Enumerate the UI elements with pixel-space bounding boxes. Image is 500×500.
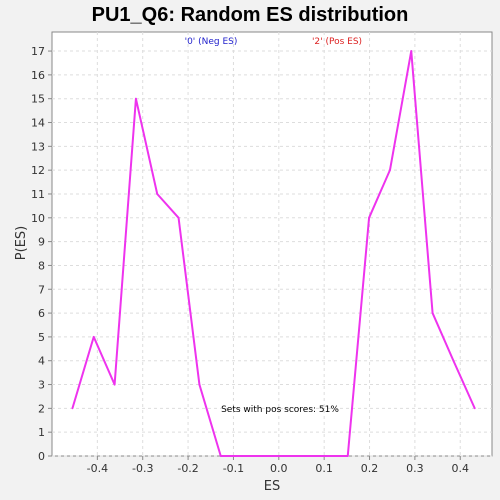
data-point	[326, 455, 328, 457]
data-point	[156, 193, 158, 195]
x-axis-label: ES	[264, 479, 280, 494]
data-point	[474, 407, 476, 409]
y-tick-label: 13	[31, 140, 45, 153]
data-point	[72, 407, 74, 409]
y-tick-label: 16	[31, 69, 45, 82]
legend-item-pos-es: '2' (Pos ES)	[312, 37, 362, 47]
data-point	[410, 50, 412, 52]
data-point	[368, 217, 370, 219]
y-tick-label: 7	[38, 283, 45, 296]
x-tick-label: 0.4	[451, 462, 469, 475]
data-point	[178, 217, 180, 219]
data-point	[453, 360, 455, 362]
data-point	[262, 455, 264, 457]
data-point	[114, 384, 116, 386]
y-tick-label: 11	[31, 188, 45, 201]
y-tick-label: 4	[38, 355, 45, 368]
y-tick-label: 12	[31, 164, 45, 177]
data-point	[432, 312, 434, 314]
y-tick-label: 10	[31, 212, 45, 225]
x-tick-label: 0.2	[361, 462, 379, 475]
y-tick-label: 9	[38, 236, 45, 249]
legend-item-neg-es: '0' (Neg ES)	[185, 37, 238, 47]
pos-scores-annotation: Sets with pos scores: 51%	[221, 405, 339, 415]
data-point	[135, 98, 137, 100]
y-tick-label: 15	[31, 93, 45, 106]
x-tick-label: 0.0	[270, 462, 288, 475]
y-tick-label: 2	[38, 402, 45, 415]
data-point	[93, 336, 95, 338]
x-tick-label: 0.3	[406, 462, 424, 475]
y-axis-label: P(ES)	[14, 226, 29, 260]
data-point	[305, 455, 307, 457]
y-tick-label: 8	[38, 259, 45, 272]
data-point	[220, 455, 222, 457]
data-point	[241, 455, 243, 457]
data-point	[347, 455, 349, 457]
x-tick-label: -0.1	[223, 462, 244, 475]
y-tick-label: 6	[38, 307, 45, 320]
x-tick-label: 0.1	[315, 462, 333, 475]
y-tick-label: 1	[38, 426, 45, 439]
x-tick-label: -0.2	[177, 462, 198, 475]
data-point	[199, 384, 201, 386]
y-tick-label: 5	[38, 331, 45, 344]
x-tick-label: -0.3	[132, 462, 153, 475]
data-point	[283, 455, 285, 457]
chart-title: PU1_Q6: Random ES distribution	[92, 4, 409, 26]
y-tick-label: 17	[31, 45, 45, 58]
y-tick-label: 0	[38, 450, 45, 463]
x-tick-label: -0.4	[87, 462, 108, 475]
y-tick-label: 14	[31, 117, 45, 130]
data-point	[389, 169, 391, 171]
y-tick-label: 3	[38, 379, 45, 392]
